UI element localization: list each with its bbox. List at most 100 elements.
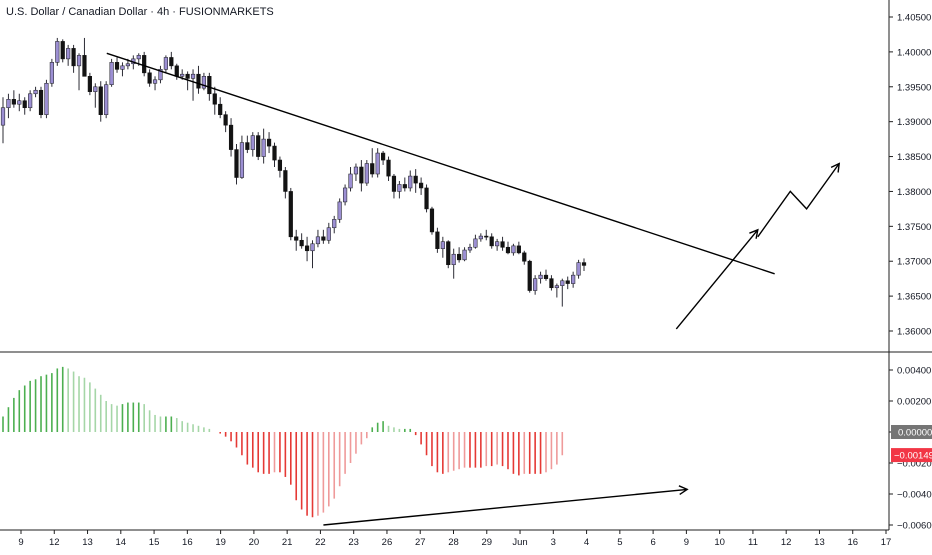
time-tick-label: 13 — [814, 537, 825, 548]
candle-bear — [370, 163, 375, 175]
chart-title: U.S. Dollar / Canadian Dollar · 4h · FUS… — [6, 6, 274, 18]
candle-bear — [500, 241, 505, 248]
candle-bear — [489, 236, 494, 247]
candle-bull — [495, 241, 500, 247]
time-tick-label: 12 — [49, 537, 60, 548]
osc-tick-label: −0.00400 — [897, 490, 932, 501]
time-tick-label: 11 — [748, 537, 758, 548]
candle-bull — [408, 175, 413, 189]
candle-bull — [310, 243, 315, 252]
candle-bear — [147, 72, 152, 84]
zero-badge — [891, 425, 932, 439]
candle-bull — [125, 63, 130, 67]
candle-bear — [71, 48, 76, 67]
candle-bear — [581, 262, 587, 266]
candle-bear — [82, 55, 87, 77]
candle-bear — [391, 175, 397, 192]
candle-bear — [435, 231, 440, 249]
time-tick-label: 3 — [551, 537, 556, 548]
candle-bear — [228, 124, 234, 150]
candle-bear — [299, 239, 304, 247]
candle-bull — [201, 76, 207, 89]
zigzag-arrow — [757, 163, 840, 238]
candle-bear — [196, 73, 201, 89]
candle-bull — [136, 55, 141, 60]
time-tick-label: Jun — [512, 537, 527, 548]
divergence-arrow — [323, 488, 688, 526]
candle-bear — [386, 159, 391, 177]
candle-bear — [380, 152, 386, 161]
candle-bear — [424, 187, 429, 210]
candle-bear — [505, 246, 511, 254]
time-tick-label: 29 — [481, 537, 492, 548]
candle-bear — [142, 55, 147, 74]
time-tick-label: 17 — [881, 537, 892, 548]
candle-bear — [321, 236, 326, 241]
candle-bull — [538, 274, 543, 279]
candle-bear — [87, 76, 92, 92]
candle-bear — [185, 73, 190, 79]
price-tick-label: 1.36000 — [897, 327, 931, 338]
time-tick-label: 22 — [315, 537, 326, 548]
candle-bear — [304, 245, 310, 252]
time-tick-label: 28 — [448, 537, 459, 548]
candle-bear — [522, 252, 527, 262]
candle-bear — [419, 182, 424, 189]
candle-bear — [22, 100, 27, 109]
candle-bull — [17, 100, 22, 105]
candle-bull — [364, 163, 369, 184]
time-tick-label: 9 — [684, 537, 689, 548]
candle-bear — [283, 170, 288, 192]
candle-bull — [0, 107, 6, 126]
candle-bull — [33, 89, 38, 95]
candle-bear — [169, 57, 174, 67]
candle-bear — [223, 114, 228, 126]
candle-bear — [114, 62, 120, 70]
candle-bull — [28, 93, 33, 109]
candle-bear — [234, 149, 239, 178]
candle-bull — [560, 280, 565, 286]
candle-bull — [120, 65, 125, 70]
candle-bull — [332, 219, 337, 229]
time-tick-label: 15 — [149, 537, 160, 548]
candle-bull — [353, 166, 359, 175]
zigzag-arrow-head — [830, 162, 841, 173]
time-tick-label: 27 — [415, 537, 426, 548]
price-tick-label: 1.39000 — [897, 117, 931, 128]
candle-bull — [462, 249, 467, 261]
price-tick-label: 1.37500 — [897, 222, 931, 233]
candle-bull — [190, 73, 196, 79]
histogram-layer — [2, 366, 564, 518]
candle-bear — [266, 138, 272, 147]
candle-bull — [55, 41, 60, 63]
candle-bear — [98, 86, 103, 115]
candle-bull — [473, 238, 478, 248]
candle-bull — [375, 152, 380, 175]
candle-bull — [104, 84, 109, 115]
price-tick-label: 1.37000 — [897, 257, 931, 268]
candle-bear — [38, 89, 44, 115]
time-tick-label: 20 — [249, 537, 260, 548]
candle-bull — [348, 173, 353, 189]
candle-bear — [288, 191, 293, 238]
candle-bull — [6, 99, 11, 109]
candle-bull — [326, 227, 331, 241]
candle-bull — [152, 79, 158, 84]
time-tick-label: 14 — [116, 537, 127, 548]
projection-arrow — [675, 229, 759, 330]
candle-bear — [457, 253, 462, 261]
candle-bear — [549, 278, 554, 289]
candle-bull — [554, 285, 559, 289]
candle-bull — [49, 62, 54, 84]
last-value-badge — [891, 448, 932, 463]
price-tick-label: 1.39500 — [897, 82, 931, 93]
time-tick-label: 13 — [82, 537, 93, 548]
time-tick-label: 4 — [584, 537, 589, 548]
candle-bull — [158, 69, 163, 81]
candle-bull — [533, 278, 538, 291]
candle-bear — [174, 65, 179, 77]
time-tick-label: 19 — [215, 537, 226, 548]
